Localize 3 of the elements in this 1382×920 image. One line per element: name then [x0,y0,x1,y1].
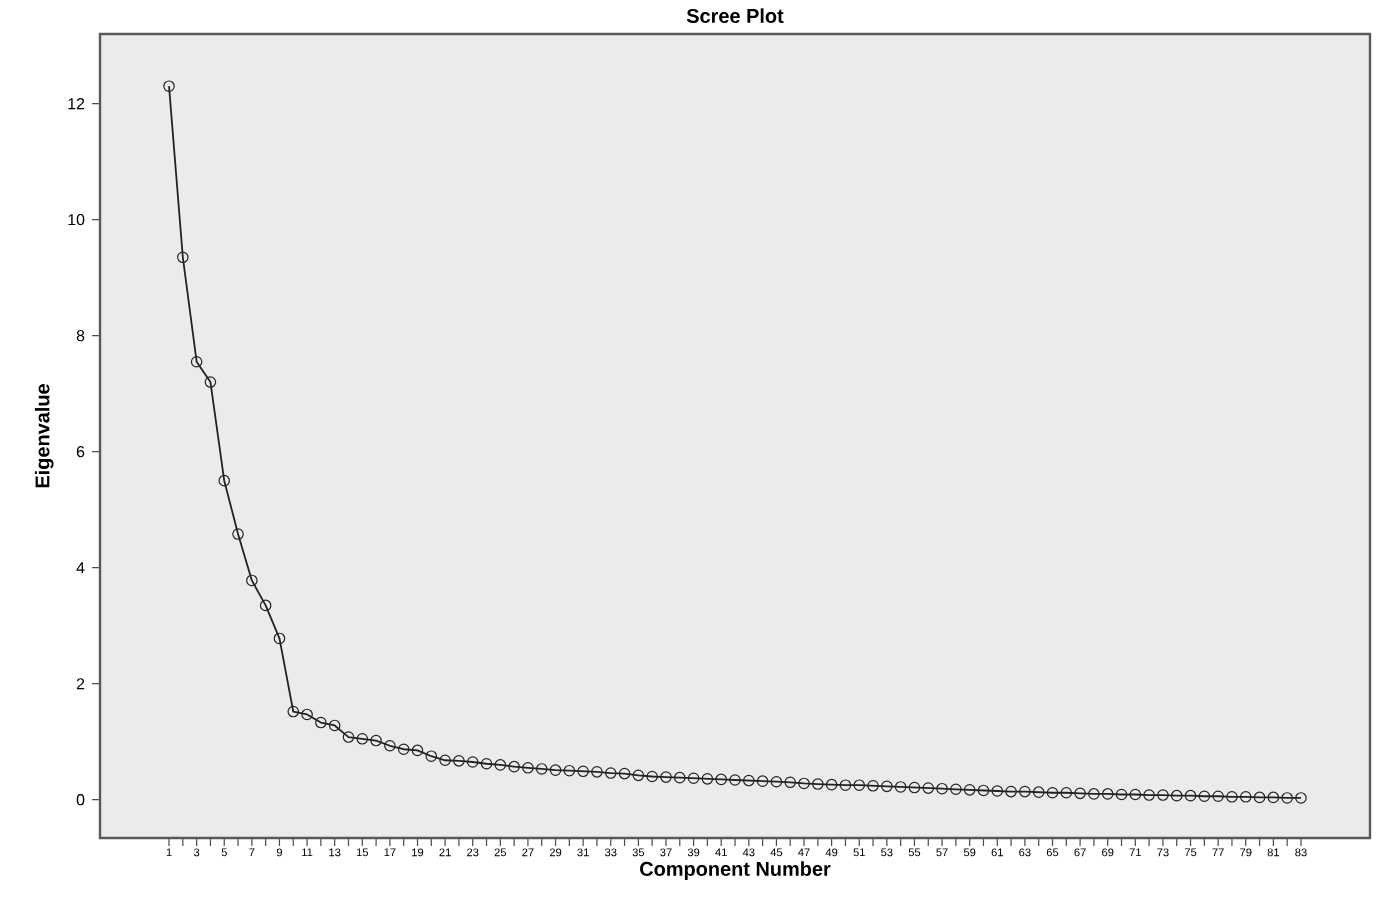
chart-title: Scree Plot [686,8,784,23]
x-axis-title: Component Number [640,861,831,880]
y-axis-title: Eigenvalue [34,384,54,488]
